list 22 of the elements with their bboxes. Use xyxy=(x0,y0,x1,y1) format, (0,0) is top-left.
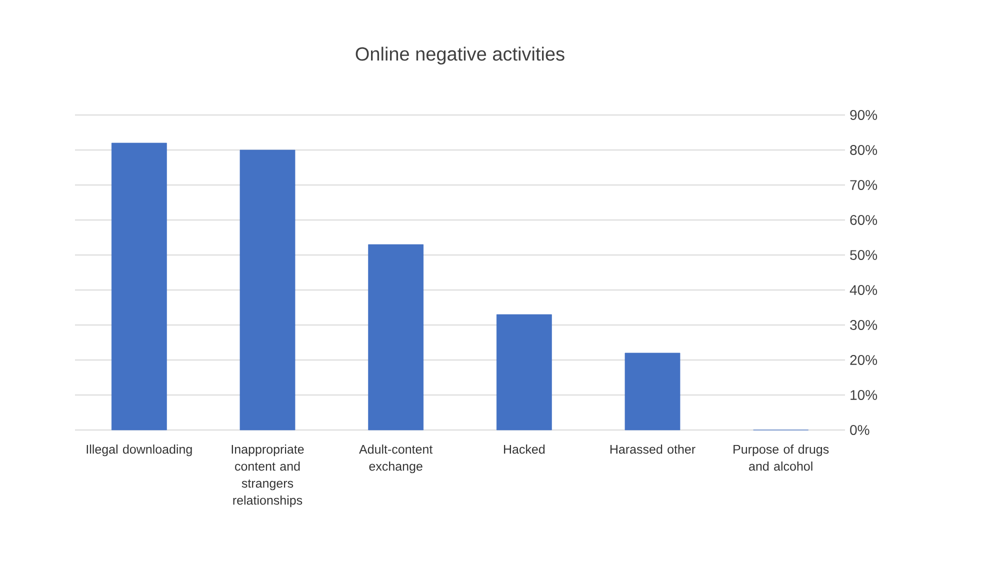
x-tick-label: Adult-content exchange xyxy=(359,444,433,474)
bar xyxy=(111,142,167,430)
x-tick-label: Inappropriate content and strangers relationships xyxy=(232,444,304,508)
y-tick-label: 40% xyxy=(850,285,878,295)
y-tick-label: 50% xyxy=(850,250,878,260)
y-tick-label: 30% xyxy=(850,320,878,330)
y-tick-label: 60% xyxy=(850,215,878,225)
y-tick-label: 0% xyxy=(850,425,870,435)
y-tick-label: 20% xyxy=(850,355,878,365)
y-tick-label: 10% xyxy=(850,390,878,400)
x-tick-label: Illegal downloading xyxy=(86,444,192,456)
bar xyxy=(624,352,680,430)
y-tick-label: 70% xyxy=(850,180,878,190)
y-tick-label: 80% xyxy=(850,145,878,155)
bar xyxy=(240,150,296,430)
y-tick-label: 90% xyxy=(850,110,878,120)
x-tick-label: Purpose of drugs and alcohol xyxy=(734,444,829,471)
chart-title: Online negative activities xyxy=(356,46,564,64)
bar xyxy=(368,244,424,430)
x-tick-label: Hacked xyxy=(504,444,545,454)
x-tick-label: Harassed other xyxy=(610,444,696,454)
bar xyxy=(496,314,552,430)
